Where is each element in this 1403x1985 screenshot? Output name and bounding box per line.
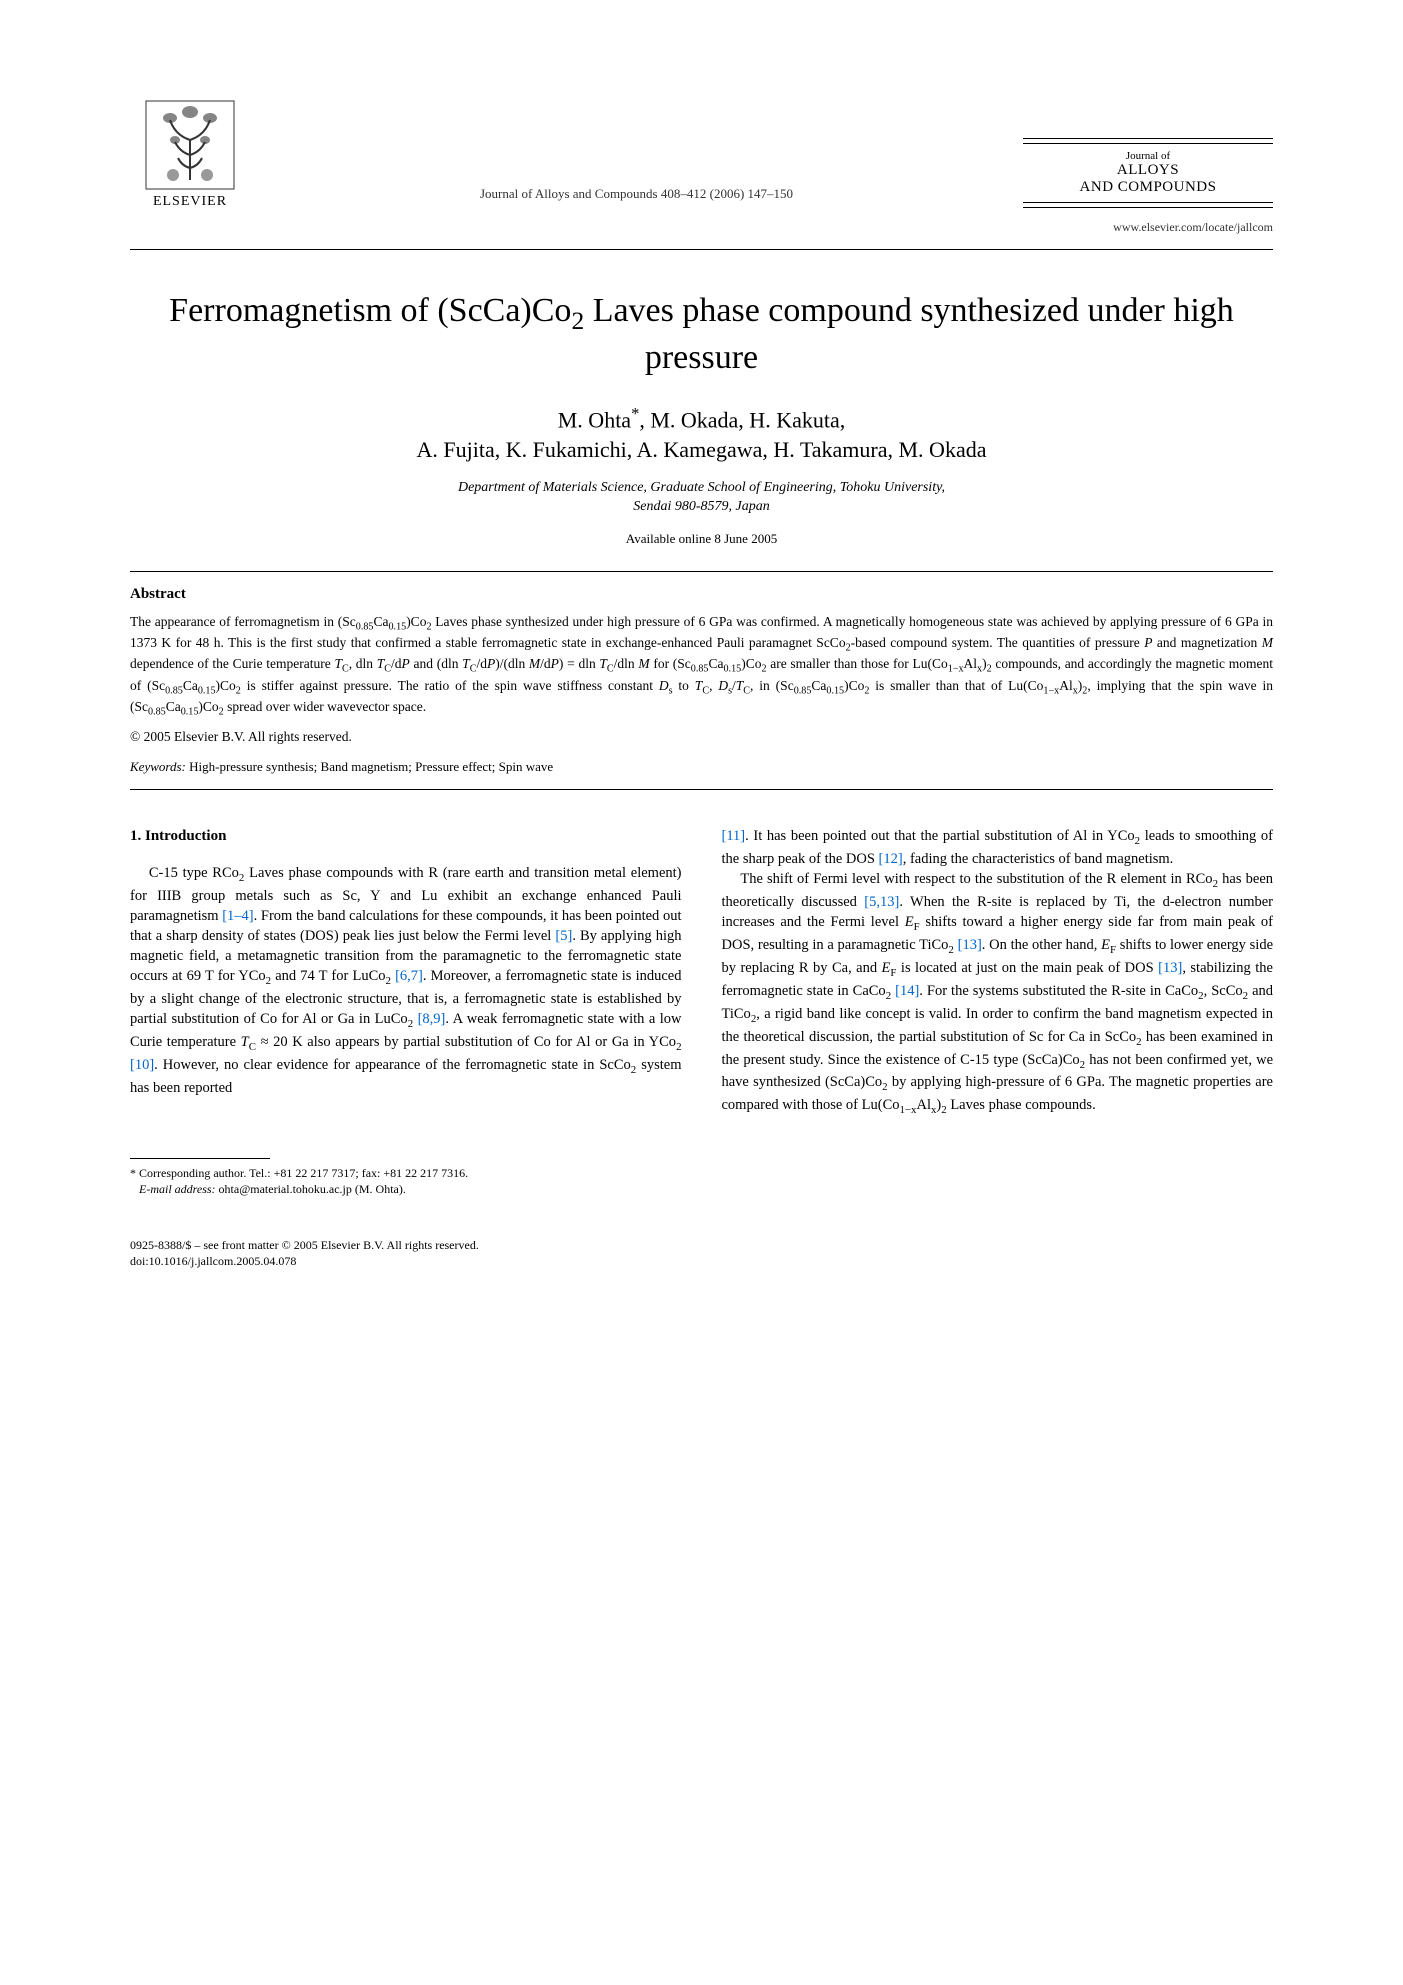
journal-of-label: Journal of [1126, 150, 1170, 162]
publisher-name: ELSEVIER [153, 194, 227, 210]
journal-reference: Journal of Alloys and Compounds 408–412 … [250, 186, 1023, 210]
page-footer-meta: 0925-8388/$ – see front matter © 2005 El… [130, 1237, 1273, 1269]
abstract-copyright: © 2005 Elsevier B.V. All rights reserved… [130, 729, 1273, 745]
doi-line: doi:10.1016/j.jallcom.2005.04.078 [130, 1253, 1273, 1269]
elsevier-tree-logo [145, 100, 235, 190]
footnote-email-label: E-mail address: [139, 1182, 216, 1196]
intro-paragraph-1: C-15 type RCo2 Laves phase compounds wit… [130, 863, 682, 1097]
abstract-top-rule [130, 571, 1273, 572]
abstract-heading: Abstract [130, 586, 1273, 603]
journal-title-box: Journal of ALLOYS AND COMPOUNDS [1023, 136, 1273, 210]
footnote-rule [130, 1158, 270, 1159]
journal-url: www.elsevier.com/locate/jallcom [130, 220, 1273, 235]
footnote-corr-text: * Corresponding author. Tel.: +81 22 217… [130, 1166, 468, 1180]
right-column: [11]. It has been pointed out that the p… [722, 826, 1274, 1197]
left-column: 1. Introduction C-15 type RCo2 Laves pha… [130, 826, 682, 1197]
affiliation: Department of Materials Science, Graduat… [130, 479, 1273, 517]
intro-paragraph-2: The shift of Fermi level with respect to… [722, 869, 1274, 1118]
intro-paragraph-1-cont: [11]. It has been pointed out that the p… [722, 826, 1274, 869]
page-header: ELSEVIER Journal of Alloys and Compounds… [130, 100, 1273, 210]
header-rule [130, 249, 1273, 250]
available-online-date: Available online 8 June 2005 [130, 531, 1273, 547]
abstract-text: The appearance of ferromagnetism in (Sc0… [130, 613, 1273, 720]
keywords-line: Keywords: High-pressure synthesis; Band … [130, 759, 1273, 775]
section-heading-introduction: 1. Introduction [130, 826, 682, 847]
journal-name-line2: AND COMPOUNDS [1080, 179, 1217, 196]
corresponding-author-footnote: * Corresponding author. Tel.: +81 22 217… [130, 1165, 682, 1197]
footnote-email: ohta@material.tohoku.ac.jp (M. Ohta). [216, 1182, 406, 1196]
body-columns: 1. Introduction C-15 type RCo2 Laves pha… [130, 826, 1273, 1197]
publisher-block: ELSEVIER [130, 100, 250, 210]
keywords-text: High-pressure synthesis; Band magnetism;… [186, 759, 553, 774]
author-list: M. Ohta*, M. Okada, H. Kakuta,A. Fujita,… [130, 403, 1273, 465]
abstract-bottom-rule [130, 789, 1273, 790]
keywords-label: Keywords: [130, 759, 186, 774]
issn-line: 0925-8388/$ – see front matter © 2005 El… [130, 1237, 1273, 1253]
journal-name-line1: ALLOYS [1117, 162, 1179, 179]
article-title: Ferromagnetism of (ScCa)Co2 Laves phase … [130, 290, 1273, 379]
